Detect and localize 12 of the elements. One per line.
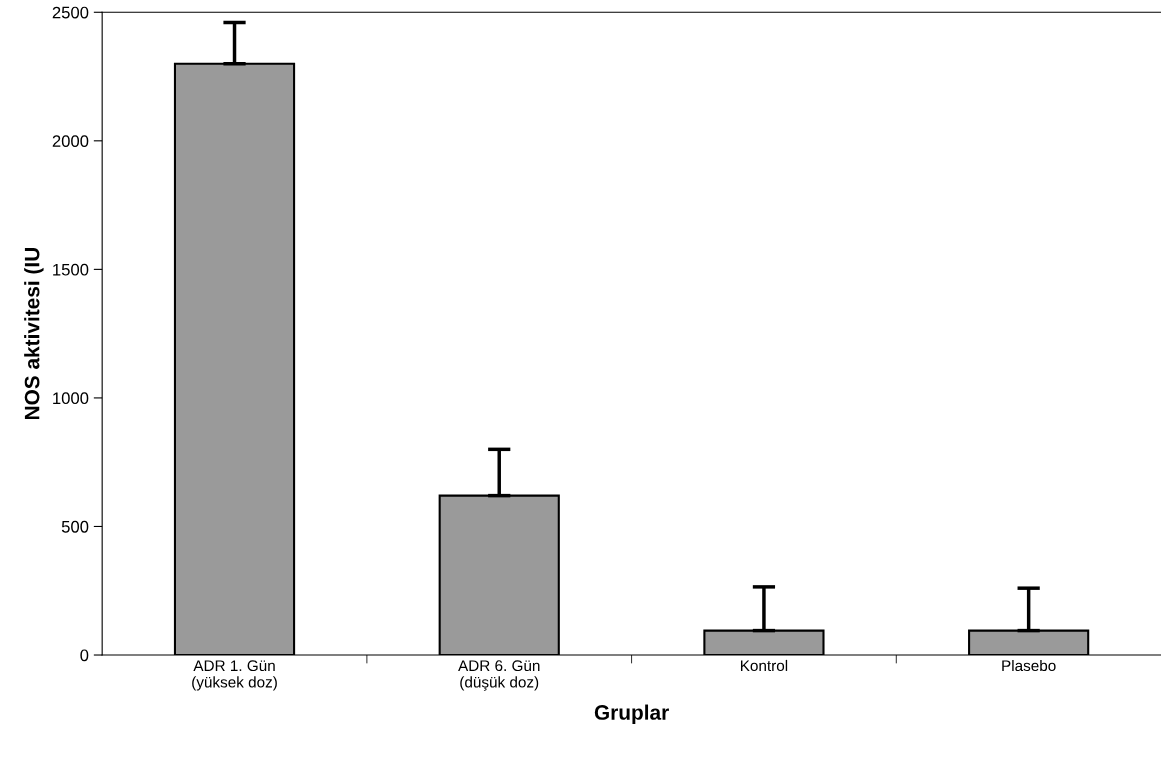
x-tick-label: ADR 1. Gün (yüksek doz) xyxy=(192,660,277,691)
x-axis-title: Gruplar xyxy=(594,704,669,724)
y-tick-label: 2500 xyxy=(52,6,89,19)
x-tick-label: Kontrol xyxy=(740,659,788,672)
y-tick-label: 1500 xyxy=(53,263,89,276)
y-tick-label: 500 xyxy=(61,520,89,533)
y-tick-label: 2000 xyxy=(52,135,89,148)
y-tick-label: 1000 xyxy=(53,392,89,405)
x-tick-label: Plasebo xyxy=(1002,659,1056,672)
y-axis-title: NOS aktivitesi (IU xyxy=(24,248,44,420)
x-tick-label: ADR 6. Gün (düşük doz) xyxy=(458,660,540,691)
y-tick-label: 0 xyxy=(80,649,89,662)
